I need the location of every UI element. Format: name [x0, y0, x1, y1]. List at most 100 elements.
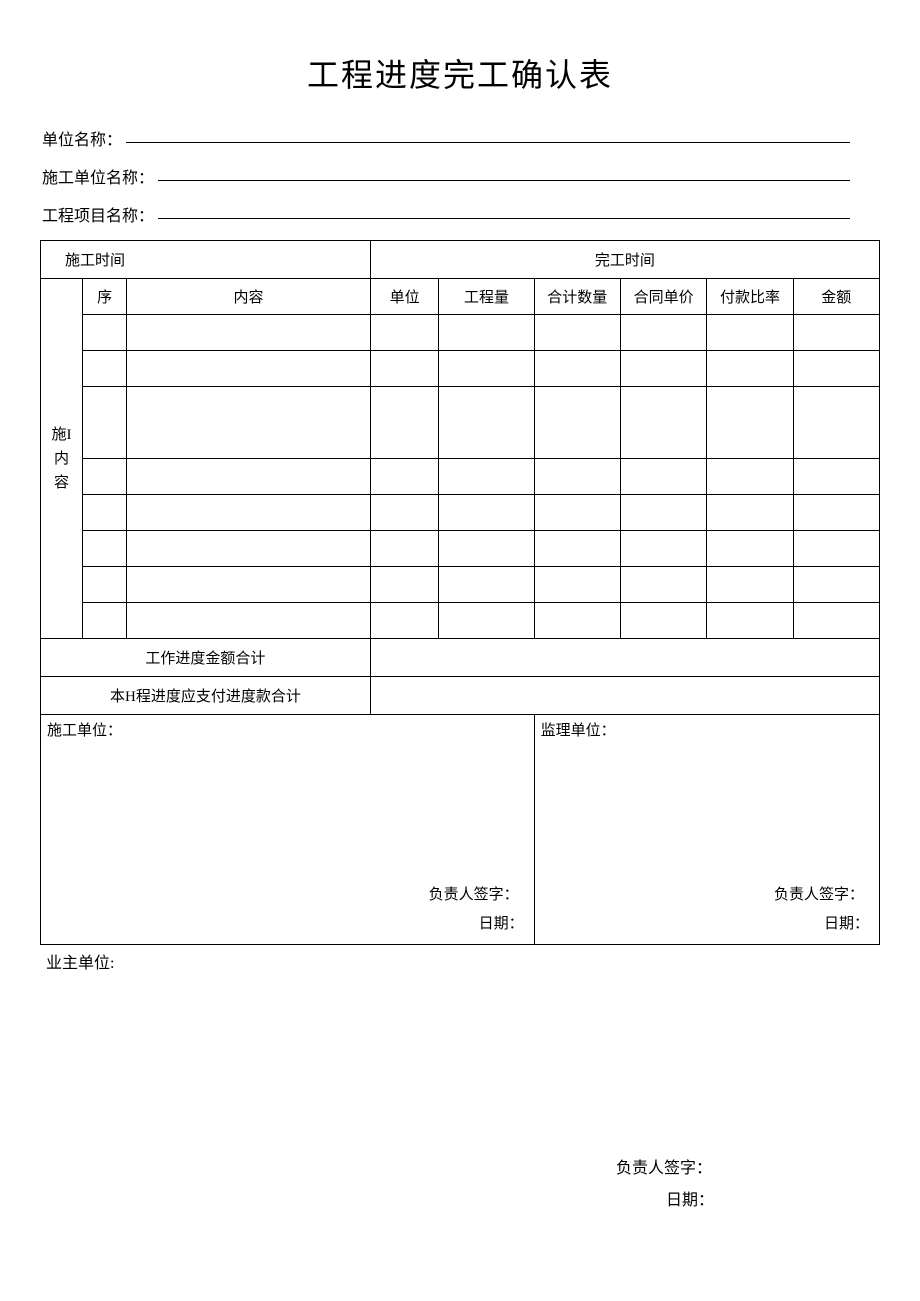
col-quantity: 工程量	[439, 279, 534, 315]
cell-content	[127, 603, 371, 639]
cell-qty	[439, 603, 534, 639]
cell-content	[127, 531, 371, 567]
cell-content	[127, 351, 371, 387]
cell-amount	[793, 387, 879, 459]
payment-total-label: 本H程进度应支付进度款合计	[41, 677, 371, 715]
unit-name-underline	[126, 142, 850, 143]
cell-amount	[793, 351, 879, 387]
col-total-qty: 合计数量	[534, 279, 620, 315]
cell-unit	[370, 315, 439, 351]
cell-content	[127, 387, 371, 459]
table-row	[41, 567, 880, 603]
cell-price	[620, 351, 706, 387]
col-pay-ratio: 付款比率	[707, 279, 793, 315]
cell-qty	[439, 495, 534, 531]
cell-amount	[793, 495, 879, 531]
unit-name-field: 单位名称：	[40, 126, 880, 150]
cell-ratio	[707, 351, 793, 387]
col-seq: 序	[83, 279, 127, 315]
cell-ratio	[707, 567, 793, 603]
cell-price	[620, 315, 706, 351]
cell-seq	[83, 459, 127, 495]
time-header-row: 施工时间 完工时间	[41, 241, 880, 279]
construction-unit-sig-label: 施工单位：	[47, 719, 122, 740]
cell-qty	[439, 531, 534, 567]
cell-qty	[439, 351, 534, 387]
cell-total-qty	[534, 567, 620, 603]
col-unit-price: 合同单价	[620, 279, 706, 315]
payment-total-row: 本H程进度应支付进度款合计	[41, 677, 880, 715]
construction-signature-cell: 施工单位： 负责人签字： 日期：	[41, 715, 535, 945]
owner-unit-label: 业主单位:	[46, 949, 880, 973]
cell-ratio	[707, 531, 793, 567]
cell-seq	[83, 387, 127, 459]
unit-name-label: 单位名称：	[42, 126, 122, 150]
col-content: 内容	[127, 279, 371, 315]
cell-price	[620, 531, 706, 567]
cell-ratio	[707, 603, 793, 639]
cell-content	[127, 567, 371, 603]
section-vertical-label: 施I内容	[41, 279, 83, 639]
cell-ratio	[707, 459, 793, 495]
cell-amount	[793, 567, 879, 603]
column-header-row: 施I内容 序 内容 单位 工程量 合计数量 合同单价 付款比率 金额	[41, 279, 880, 315]
page-title: 工程进度完工确认表	[40, 50, 880, 96]
col-amount: 金额	[793, 279, 879, 315]
table-row	[41, 315, 880, 351]
cell-ratio	[707, 495, 793, 531]
project-name-field: 工程项目名称：	[40, 202, 880, 226]
cell-total-qty	[534, 387, 620, 459]
cell-content	[127, 495, 371, 531]
cell-ratio	[707, 387, 793, 459]
cell-unit	[370, 603, 439, 639]
progress-total-row: 工作进度金额合计	[41, 639, 880, 677]
cell-seq	[83, 495, 127, 531]
table-row	[41, 531, 880, 567]
construction-date-label: 日期：	[429, 911, 524, 938]
cell-amount	[793, 603, 879, 639]
construction-responsible-sign: 负责人签字：	[429, 882, 524, 909]
col-unit: 单位	[370, 279, 439, 315]
cell-unit	[370, 387, 439, 459]
cell-seq	[83, 567, 127, 603]
table-row	[41, 495, 880, 531]
cell-content	[127, 459, 371, 495]
cell-qty	[439, 387, 534, 459]
cell-unit	[370, 531, 439, 567]
cell-total-qty	[534, 459, 620, 495]
signature-row: 施工单位： 负责人签字： 日期： 监理单位： 负责人签字： 日期：	[41, 715, 880, 945]
start-time-cell: 施工时间	[41, 241, 371, 279]
owner-date-label: 日期：	[616, 1185, 880, 1217]
cell-seq	[83, 351, 127, 387]
cell-total-qty	[534, 603, 620, 639]
owner-section: 业主单位: 负责人签字： 日期：	[40, 949, 880, 1217]
cell-total-qty	[534, 351, 620, 387]
cell-price	[620, 387, 706, 459]
cell-ratio	[707, 315, 793, 351]
cell-price	[620, 459, 706, 495]
project-name-underline	[158, 218, 850, 219]
cell-unit	[370, 567, 439, 603]
cell-qty	[439, 459, 534, 495]
project-name-label: 工程项目名称：	[42, 202, 154, 226]
cell-seq	[83, 531, 127, 567]
cell-unit	[370, 459, 439, 495]
cell-amount	[793, 315, 879, 351]
supervision-responsible-sign: 负责人签字：	[774, 882, 869, 909]
cell-total-qty	[534, 531, 620, 567]
table-row	[41, 459, 880, 495]
cell-seq	[83, 315, 127, 351]
cell-amount	[793, 459, 879, 495]
progress-total-value	[370, 639, 879, 677]
end-time-cell: 完工时间	[370, 241, 879, 279]
cell-unit	[370, 351, 439, 387]
payment-total-value	[370, 677, 879, 715]
supervision-signature-cell: 监理单位： 负责人签字： 日期：	[534, 715, 879, 945]
cell-price	[620, 567, 706, 603]
construction-unit-label: 施工单位名称：	[42, 164, 154, 188]
owner-responsible-sign: 负责人签字：	[616, 1153, 880, 1185]
table-row	[41, 351, 880, 387]
supervision-date-label: 日期：	[774, 911, 869, 938]
cell-total-qty	[534, 495, 620, 531]
cell-price	[620, 603, 706, 639]
